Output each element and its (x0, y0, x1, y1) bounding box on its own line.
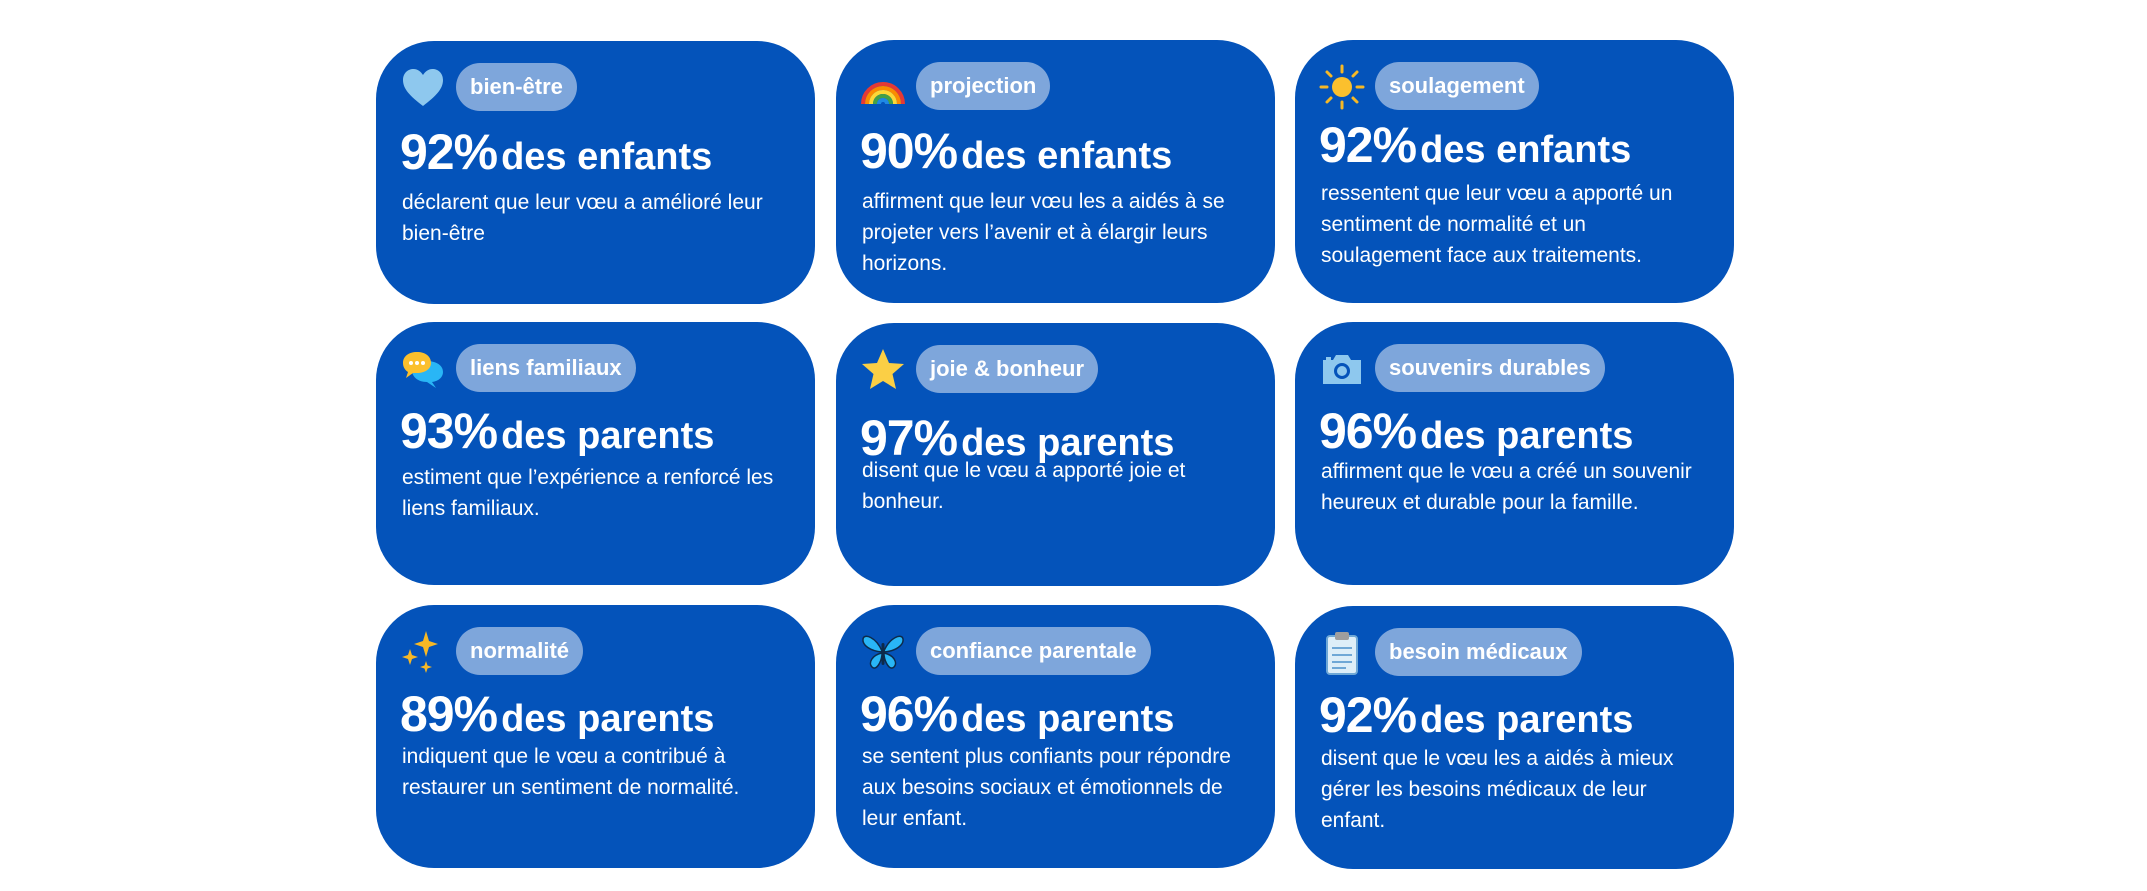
stat-card-soulagement: soulagement 92% des enfants ressentent qu… (1295, 40, 1734, 303)
stat-card-liens-familiaux: liens familiaux 93% des parents estiment … (376, 322, 815, 585)
stat-percent: 92% (1319, 687, 1417, 743)
stat-card-bien-etre: bien-être 92% des enfants déclarent que l… (376, 41, 815, 304)
stat-percent: 97% (860, 410, 958, 466)
stat-percent: 93% (400, 403, 498, 459)
stat-card-confiance-parentale: confiance parentale 96% des parents se se… (836, 605, 1275, 868)
stat-percent: 96% (860, 686, 958, 742)
stat-subject: des parents (501, 698, 715, 740)
stat-description: estiment que l’expérience a renforcé les… (402, 466, 774, 520)
stat-headline: 97% des parents (860, 413, 1174, 463)
stat-headline: 92% des parents (1319, 690, 1633, 740)
stat-headline: 96% des parents (860, 689, 1174, 739)
stat-description: affirment que leur vœu les a aidés à se … (862, 190, 1225, 275)
stat-percent: 89% (400, 686, 498, 742)
stat-description: se sentent plus confiants pour répondre … (862, 745, 1231, 830)
stat-headline: 96% des parents (1319, 406, 1633, 456)
category-tag: soulagement (1375, 62, 1539, 110)
stat-percent: 92% (400, 124, 498, 180)
category-tag: normalité (456, 627, 584, 675)
stat-subject: des enfants (961, 135, 1173, 177)
stat-description: disent que le vœu les a aidés à mieux gé… (1321, 747, 1674, 832)
stat-subject: des enfants (1420, 129, 1632, 171)
stat-card-souvenirs-durables: souvenirs durables 96% des parents affirm… (1295, 322, 1734, 585)
category-tag: liens familiaux (456, 344, 636, 392)
stat-description: indiquent que le vœu a contribué à resta… (402, 745, 740, 799)
stat-headline: 93% des parents (400, 406, 714, 456)
category-tag: joie & bonheur (916, 345, 1098, 393)
category-tag: bien-être (456, 63, 577, 111)
stat-description: disent que le vœu a apporté joie et bonh… (862, 459, 1186, 513)
stat-subject: des enfants (501, 136, 713, 178)
stat-headline: 89% des parents (400, 689, 714, 739)
stat-subject: des parents (1420, 699, 1634, 741)
stat-percent: 92% (1319, 117, 1417, 173)
stat-card-normalite: normalité 89% des parents indiquent que l… (376, 605, 815, 868)
stat-headline: 92% des enfants (400, 127, 712, 177)
category-tag: confiance parentale (916, 627, 1151, 675)
sun-icon (1319, 64, 1365, 110)
stat-headline: 92% des enfants (1319, 120, 1631, 170)
speech-bubbles-icon (400, 346, 446, 392)
category-tag: souvenirs durables (1375, 344, 1605, 392)
camera-icon (1319, 346, 1365, 392)
stat-card-besoin-medicaux: besoin médicaux 92% des parents disent qu… (1295, 606, 1734, 869)
stat-percent: 90% (860, 123, 958, 179)
stat-subject: des parents (961, 422, 1175, 464)
stat-subject: des parents (501, 415, 715, 457)
stat-subject: des parents (961, 698, 1175, 740)
category-tag: projection (916, 62, 1051, 110)
stat-subject: des parents (1420, 415, 1634, 457)
sparkles-icon (400, 629, 446, 675)
category-tag: besoin médicaux (1375, 628, 1582, 676)
stat-percent: 96% (1319, 403, 1417, 459)
heart-icon (400, 65, 446, 111)
stat-headline: 90% des enfants (860, 126, 1172, 176)
stat-description: déclarent que leur vœu a amélioré leur b… (402, 191, 763, 245)
rainbow-icon (860, 64, 906, 110)
butterfly-icon (860, 629, 906, 675)
stat-card-joie-bonheur: joie & bonheur 97% des parents disent que… (836, 323, 1275, 586)
star-icon (860, 347, 906, 393)
clipboard-icon (1319, 630, 1365, 676)
stat-description: ressentent que leur vœu a apporté un sen… (1321, 182, 1673, 267)
stat-card-projection: projection 90% des enfants affirment que … (836, 40, 1275, 303)
stat-description: affirment que le vœu a créé un souvenir … (1321, 460, 1692, 514)
